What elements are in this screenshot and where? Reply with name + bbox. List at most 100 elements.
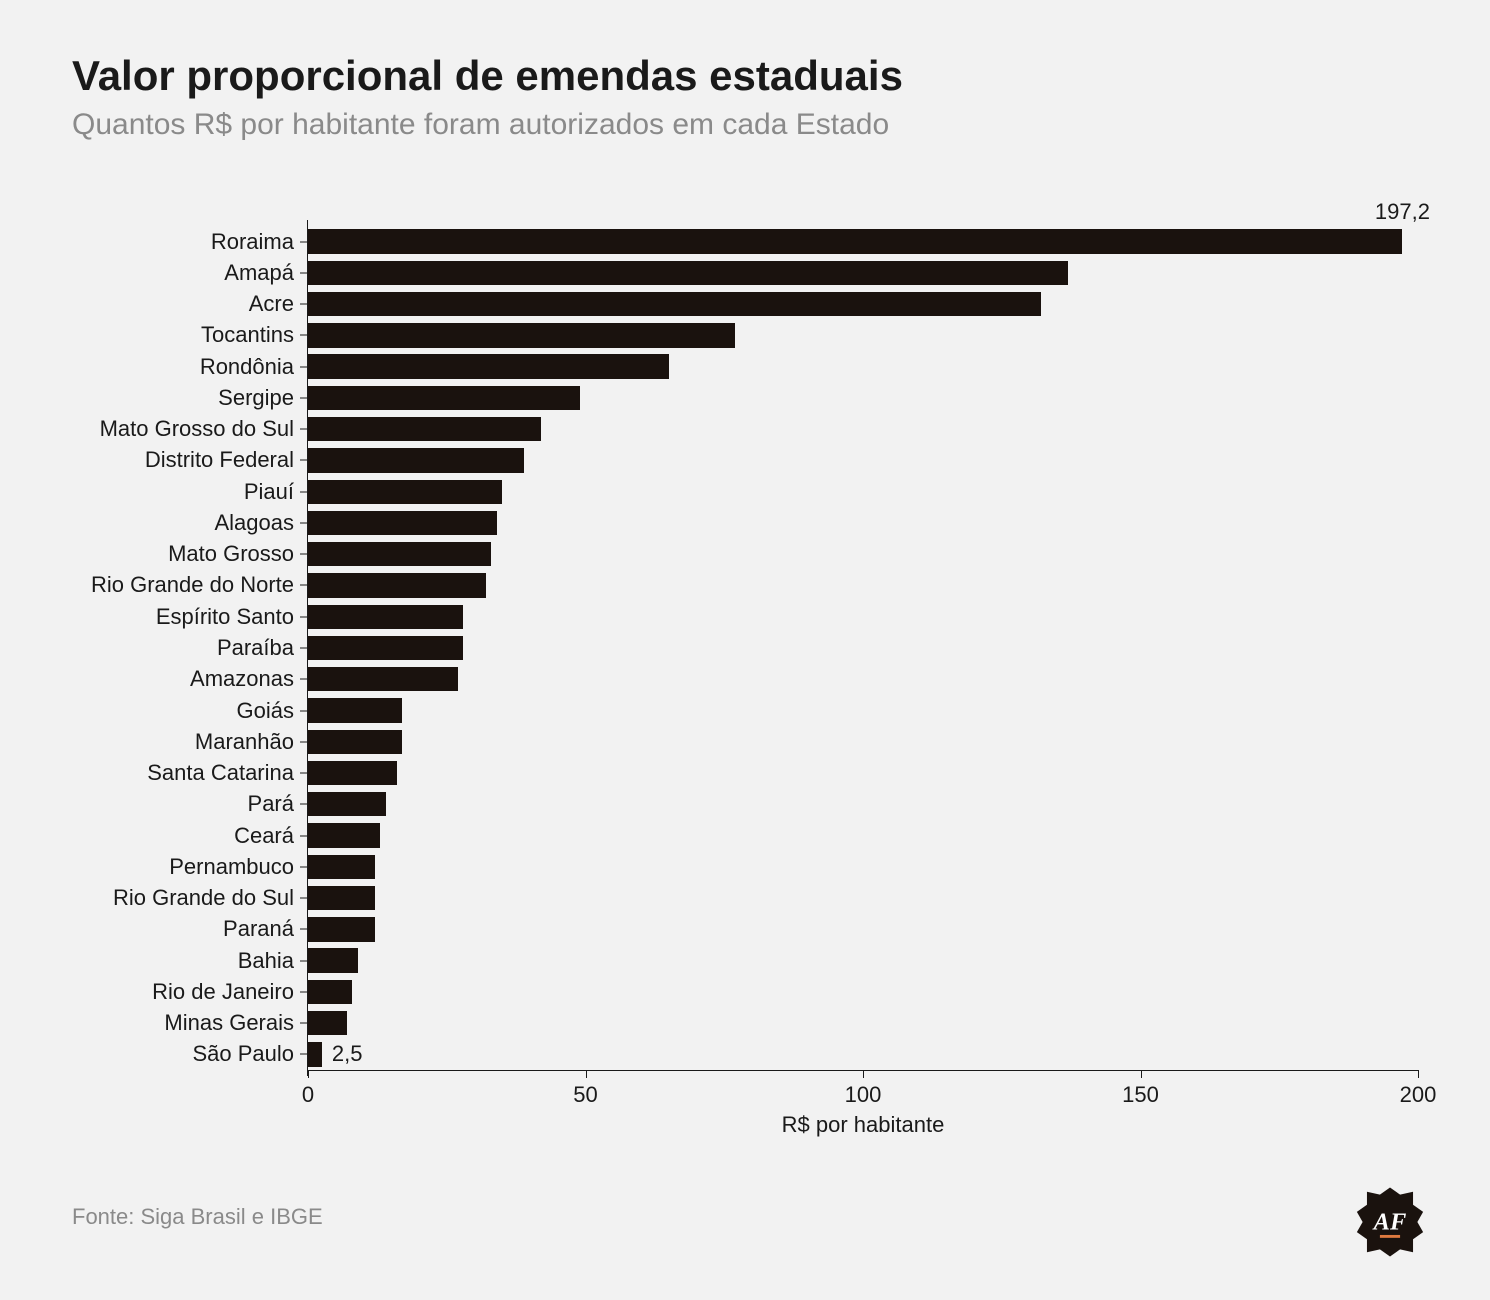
value-annotation-top: 197,2 <box>1375 199 1430 225</box>
y-tick-label: Santa Catarina <box>147 762 294 784</box>
source-text: Fonte: Siga Brasil e IBGE <box>72 1204 323 1230</box>
bar <box>308 480 502 504</box>
y-tick <box>300 1023 308 1024</box>
y-tick-label: Bahia <box>238 950 294 972</box>
bar <box>308 448 524 472</box>
y-tick-label: Pará <box>248 793 294 815</box>
y-tick-label: Tocantins <box>201 324 294 346</box>
bar <box>308 1011 347 1035</box>
y-tick-label: Alagoas <box>214 512 294 534</box>
chart-area: Roraima Amapá Acre Tocantins Rondônia Sergipe… <box>72 190 1418 1140</box>
y-tick <box>300 397 308 398</box>
bar <box>308 1042 322 1066</box>
bar <box>308 855 375 879</box>
bar <box>308 229 1402 253</box>
y-tick <box>300 241 308 242</box>
y-tick-label: Distrito Federal <box>145 449 294 471</box>
y-tick <box>300 554 308 555</box>
x-tick-label: 0 <box>302 1082 314 1108</box>
y-tick <box>300 304 308 305</box>
x-axis: R$ por habitante 050100150200 <box>308 1070 1418 1140</box>
y-tick-label: Minas Gerais <box>164 1012 294 1034</box>
bar <box>308 667 458 691</box>
x-tick <box>586 1070 587 1078</box>
y-tick-label: Acre <box>249 293 294 315</box>
y-tick <box>300 773 308 774</box>
bar <box>308 886 375 910</box>
bar <box>308 730 402 754</box>
chart-title: Valor proporcional de emendas estaduais <box>72 52 1418 100</box>
y-tick-label: Espírito Santo <box>156 606 294 628</box>
y-tick <box>300 960 308 961</box>
value-annotation-right: 2,5 <box>332 1041 363 1067</box>
bar <box>308 698 402 722</box>
bar <box>308 292 1041 316</box>
y-tick-label: Rio Grande do Sul <box>113 887 294 909</box>
logo-accent <box>1380 1235 1400 1238</box>
y-tick <box>300 648 308 649</box>
y-tick-label: Ceará <box>234 825 294 847</box>
chart-container: Valor proporcional de emendas estaduais … <box>0 0 1490 1300</box>
bars-area: 2,5 <box>308 226 1418 1070</box>
chart-subtitle: Quantos R$ por habitante foram autorizad… <box>72 108 1418 142</box>
x-tick-label: 50 <box>573 1082 597 1108</box>
y-tick <box>300 272 308 273</box>
y-tick-label: Paraná <box>223 918 294 940</box>
y-axis-labels: Roraima Amapá Acre Tocantins Rondônia Sergipe… <box>72 226 308 1070</box>
bar <box>308 354 669 378</box>
y-tick-label: Amazonas <box>190 668 294 690</box>
x-tick <box>308 1070 309 1078</box>
bar <box>308 823 380 847</box>
y-tick <box>300 585 308 586</box>
x-tick <box>1418 1070 1419 1078</box>
x-tick <box>1141 1070 1142 1078</box>
y-tick-label: Mato Grosso <box>168 543 294 565</box>
y-tick <box>300 366 308 367</box>
y-tick-label: Pernambuco <box>169 856 294 878</box>
x-axis-title: R$ por habitante <box>782 1112 945 1138</box>
plot-area: Roraima Amapá Acre Tocantins Rondônia Sergipe… <box>72 226 1418 1070</box>
y-tick <box>300 616 308 617</box>
y-tick <box>300 898 308 899</box>
bar <box>308 980 352 1004</box>
y-tick-label: Rondônia <box>200 356 294 378</box>
y-tick-label: Rio de Janeiro <box>152 981 294 1003</box>
bar <box>308 323 735 347</box>
bar <box>308 605 463 629</box>
x-tick <box>863 1070 864 1078</box>
bar <box>308 917 375 941</box>
y-tick <box>300 679 308 680</box>
y-tick <box>300 741 308 742</box>
y-tick <box>300 335 308 336</box>
y-tick <box>300 866 308 867</box>
y-tick-label: Goiás <box>237 700 294 722</box>
bar <box>308 542 491 566</box>
bar <box>308 761 397 785</box>
y-tick-label: Maranhão <box>195 731 294 753</box>
x-tick-label: 150 <box>1122 1082 1159 1108</box>
x-tick-label: 200 <box>1400 1082 1437 1108</box>
y-tick <box>300 522 308 523</box>
bar <box>308 636 463 660</box>
y-tick <box>300 991 308 992</box>
y-tick <box>300 429 308 430</box>
bar <box>308 386 580 410</box>
bar <box>308 261 1068 285</box>
y-tick <box>300 460 308 461</box>
y-tick-label: Paraíba <box>217 637 294 659</box>
publisher-logo: AF <box>1354 1186 1426 1258</box>
y-tick-label: Piauí <box>244 481 294 503</box>
x-tick-label: 100 <box>845 1082 882 1108</box>
bar <box>308 948 358 972</box>
bar <box>308 417 541 441</box>
y-tick <box>300 710 308 711</box>
y-tick-label: Amapá <box>224 262 294 284</box>
bar <box>308 573 486 597</box>
y-tick <box>300 929 308 930</box>
y-tick <box>300 835 308 836</box>
logo-initials: AF <box>1372 1209 1407 1236</box>
y-tick-label: Roraima <box>211 231 294 253</box>
y-tick-label: Mato Grosso do Sul <box>100 418 294 440</box>
bar <box>308 792 386 816</box>
y-tick-label: Sergipe <box>218 387 294 409</box>
